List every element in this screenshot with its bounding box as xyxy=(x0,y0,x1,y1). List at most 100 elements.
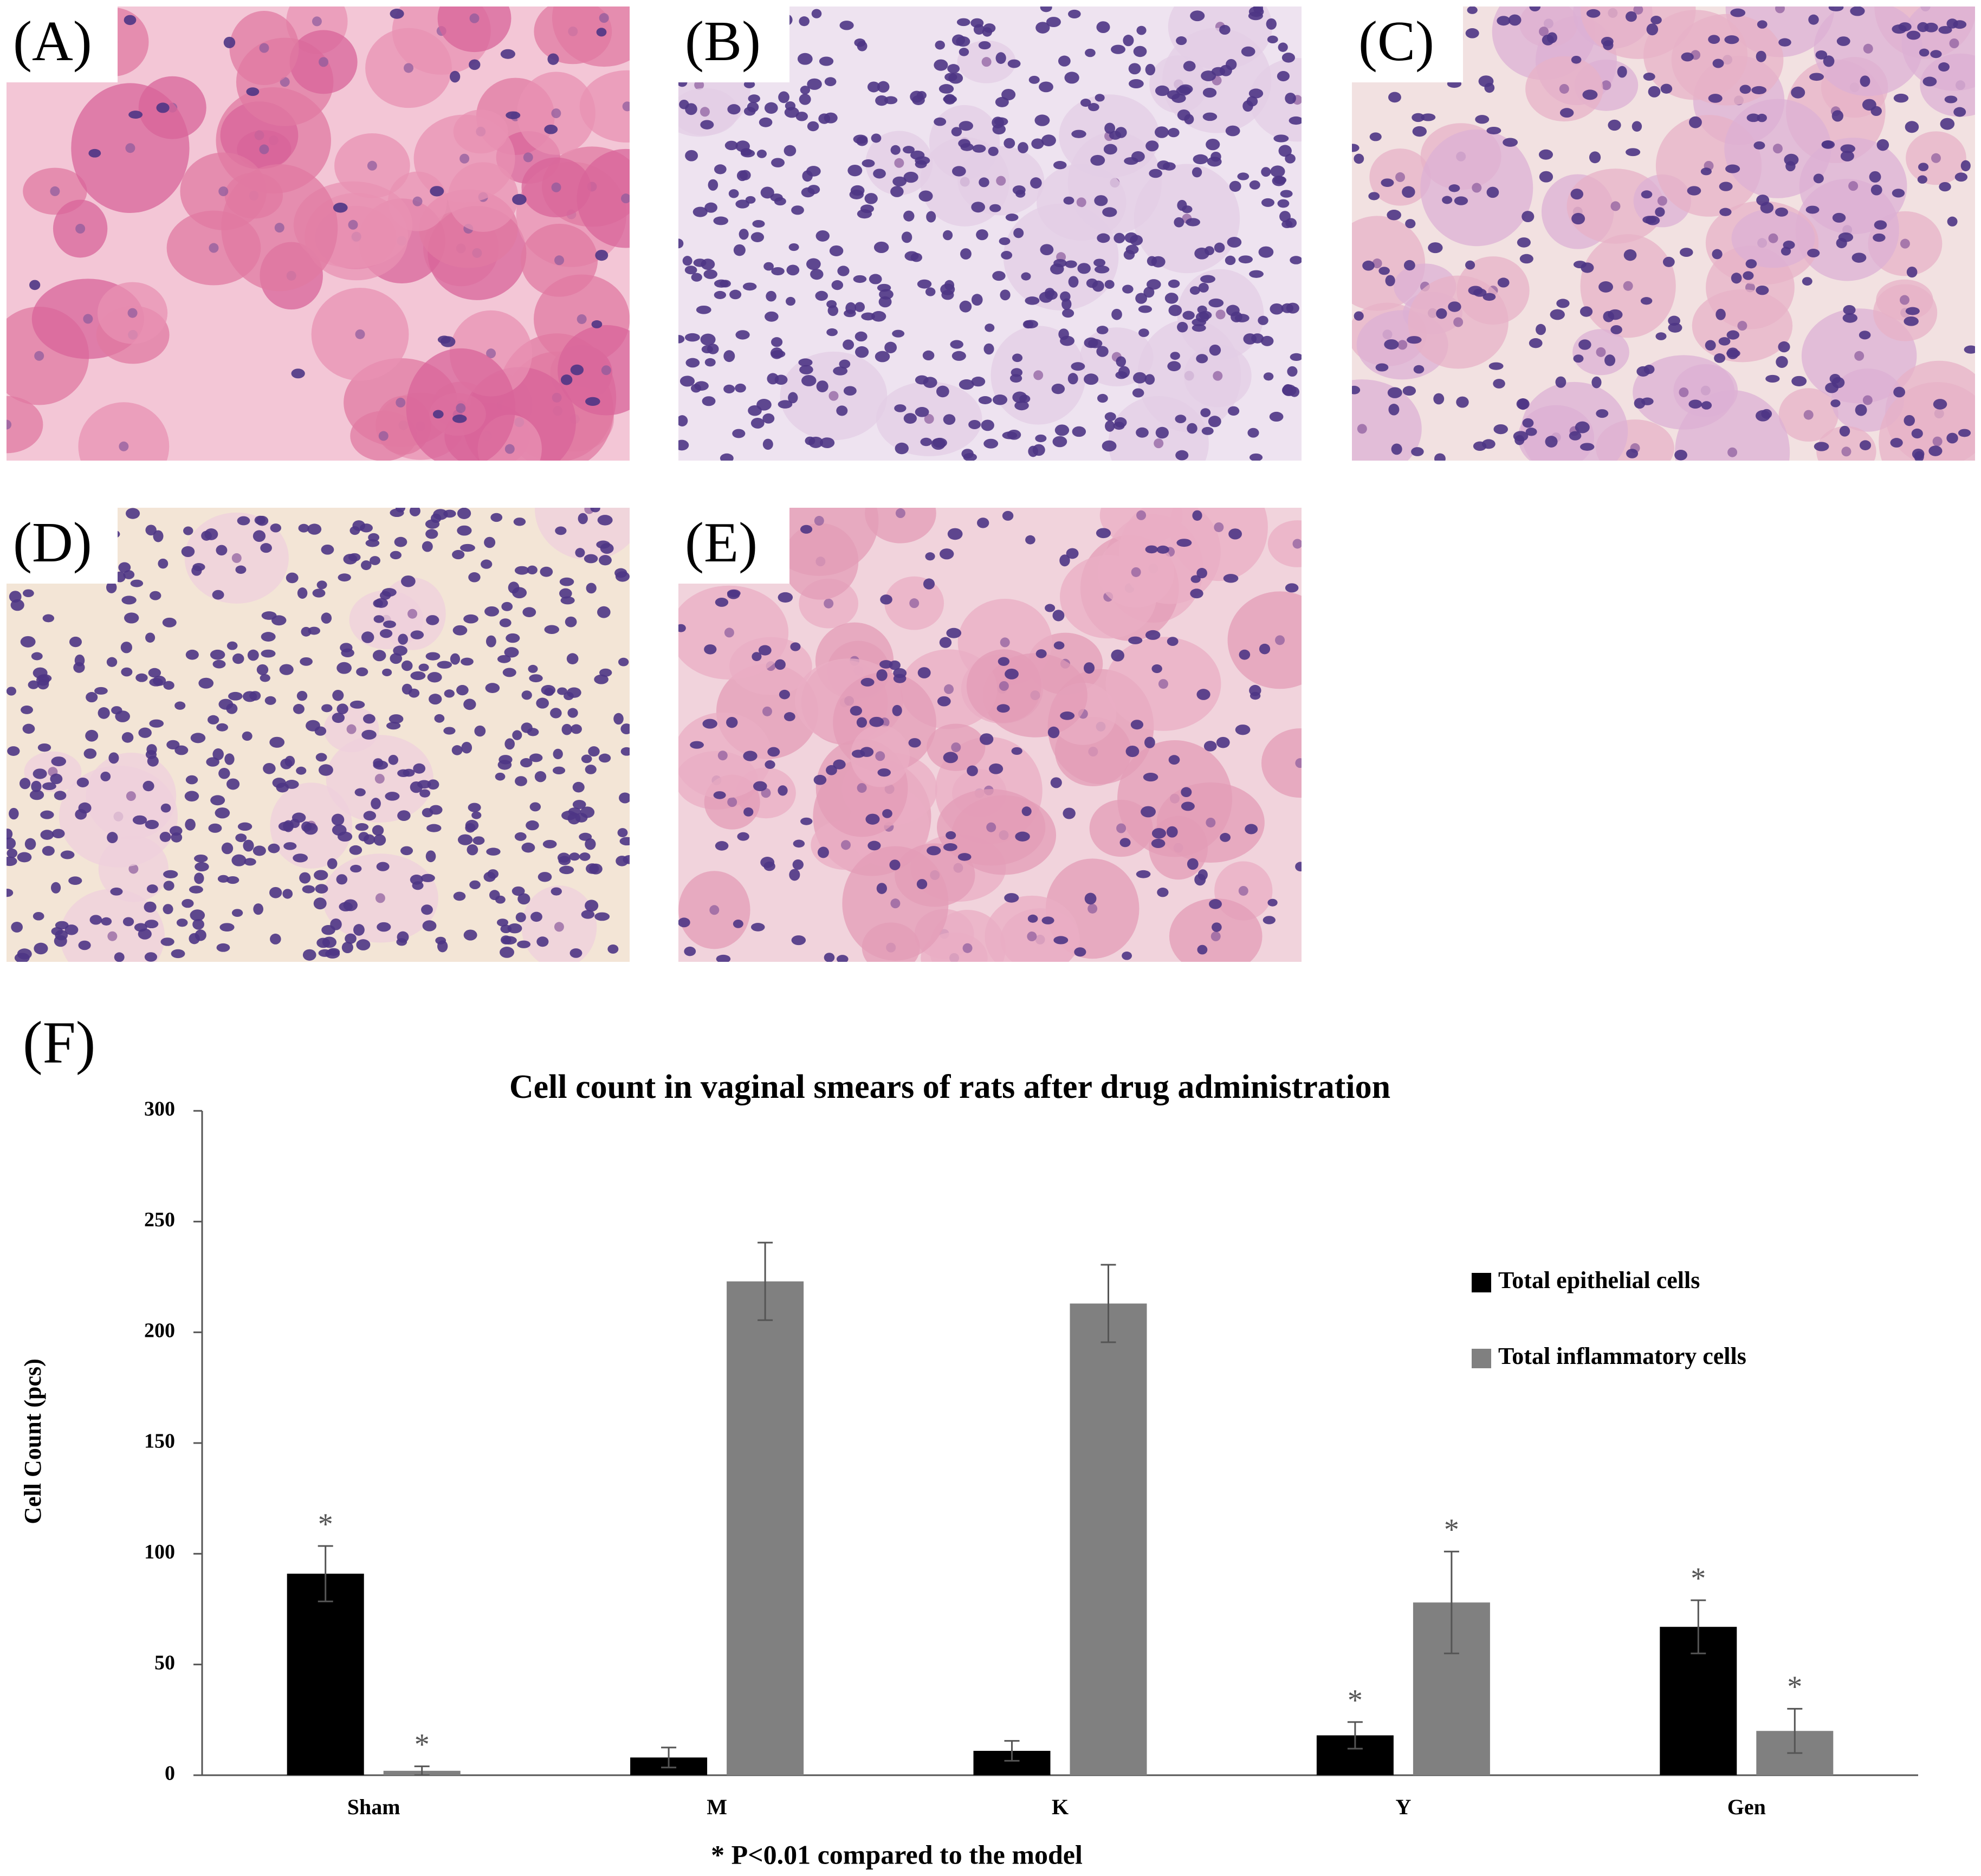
inflammatory-cell xyxy=(1586,9,1601,18)
inflammatory-cell xyxy=(263,762,276,774)
inflammatory-cell xyxy=(1198,282,1209,293)
inflammatory-cell xyxy=(843,339,854,350)
inflammatory-cell xyxy=(1187,423,1197,434)
inflammatory-cell xyxy=(1603,310,1615,322)
inflammatory-cell xyxy=(989,204,1001,212)
inflammatory-cell xyxy=(1138,328,1149,337)
inflammatory-cell xyxy=(403,768,415,777)
inflammatory-cell xyxy=(521,842,535,853)
inflammatory-cell xyxy=(819,437,835,448)
inflammatory-cell xyxy=(529,753,543,762)
nucleus xyxy=(840,840,851,850)
inflammatory-cell xyxy=(247,649,259,661)
inflammatory-cell xyxy=(597,606,611,618)
inflammatory-cell xyxy=(1220,833,1231,842)
inflammatory-cell xyxy=(1580,443,1595,451)
inflammatory-cell xyxy=(536,697,549,709)
inflammatory-cell xyxy=(1104,412,1116,422)
inflammatory-cell xyxy=(1193,154,1208,165)
inflammatory-cell xyxy=(293,704,305,714)
inflammatory-cell xyxy=(831,280,844,290)
inflammatory-cell xyxy=(1190,588,1203,599)
nucleus xyxy=(1601,80,1611,90)
inflammatory-cell xyxy=(854,331,868,342)
inflammatory-cell xyxy=(1850,7,1865,16)
inflammatory-cell xyxy=(774,374,788,385)
inflammatory-cell xyxy=(1039,81,1053,93)
inflammatory-cell xyxy=(291,368,305,379)
inflammatory-cell xyxy=(1015,190,1026,198)
nucleus xyxy=(259,43,269,53)
inflammatory-cell xyxy=(778,91,789,103)
inflammatory-cell xyxy=(363,834,376,845)
inflammatory-cell xyxy=(701,345,713,354)
inflammatory-cell xyxy=(1225,255,1236,266)
inflammatory-cell xyxy=(728,189,739,198)
inflammatory-cell xyxy=(1725,164,1740,173)
inflammatory-cell xyxy=(1486,126,1501,134)
inflammatory-cell xyxy=(715,841,729,851)
inflammatory-cell xyxy=(150,591,161,600)
inflammatory-cell xyxy=(817,846,829,858)
inflammatory-cell xyxy=(811,9,822,18)
inflammatory-cell xyxy=(1149,169,1162,178)
y-tick-label: 250 xyxy=(144,1208,175,1231)
inflammatory-cell xyxy=(1700,167,1712,176)
inflammatory-cell xyxy=(1402,386,1416,396)
inflammatory-cell xyxy=(910,90,924,103)
inflammatory-cell xyxy=(943,752,959,764)
inflammatory-cell xyxy=(434,714,445,723)
inflammatory-cell xyxy=(795,112,808,121)
inflammatory-cell xyxy=(1270,165,1285,178)
inflammatory-cell xyxy=(1832,212,1846,223)
significance-marker: * xyxy=(1444,1513,1459,1547)
nucleus xyxy=(981,57,992,67)
nucleus xyxy=(1395,172,1406,182)
inflammatory-cell xyxy=(784,145,797,157)
inflammatory-cell xyxy=(432,410,444,419)
inflammatory-cell xyxy=(720,280,731,288)
inflammatory-cell xyxy=(1040,7,1052,12)
inflammatory-cell xyxy=(256,664,269,675)
inflammatory-cell xyxy=(1239,649,1251,660)
inflammatory-cell xyxy=(1287,366,1298,377)
inflammatory-cell xyxy=(372,825,384,836)
inflammatory-cell xyxy=(106,657,118,667)
inflammatory-cell xyxy=(163,870,178,878)
nucleus xyxy=(259,144,269,154)
inflammatory-cell xyxy=(979,733,994,745)
nucleus xyxy=(1027,931,1037,942)
nucleus xyxy=(75,224,86,234)
inflammatory-cell xyxy=(1263,372,1274,381)
nucleus xyxy=(1610,201,1621,211)
epithelial-cell xyxy=(577,148,630,248)
inflammatory-cell xyxy=(1208,298,1224,308)
inflammatory-cell xyxy=(363,811,377,821)
inflammatory-cell xyxy=(253,530,266,542)
inflammatory-cell xyxy=(382,668,392,676)
inflammatory-cell xyxy=(7,687,16,696)
inflammatory-cell xyxy=(1503,138,1518,147)
inflammatory-cell xyxy=(1687,186,1701,196)
inflammatory-cell xyxy=(1157,888,1169,897)
inflammatory-cell xyxy=(996,704,1010,713)
nucleus xyxy=(523,152,533,163)
inflammatory-cell xyxy=(1212,922,1222,932)
inflammatory-cell xyxy=(1944,95,1958,103)
inflammatory-cell xyxy=(354,788,366,797)
inflammatory-cell xyxy=(1136,25,1147,35)
inflammatory-cell xyxy=(1387,209,1401,221)
inflammatory-cell xyxy=(751,923,765,931)
inflammatory-cell xyxy=(1708,35,1720,44)
inflammatory-cell xyxy=(269,736,285,748)
nucleus xyxy=(622,101,630,112)
inflammatory-cell xyxy=(1068,276,1079,288)
inflammatory-cell xyxy=(460,544,475,552)
inflammatory-cell xyxy=(1536,324,1546,335)
inflammatory-cell xyxy=(379,629,393,638)
inflammatory-cell xyxy=(471,811,482,819)
inflammatory-cell xyxy=(1053,936,1069,945)
inflammatory-cell xyxy=(40,830,54,840)
y-tick-label: 50 xyxy=(154,1651,175,1674)
inflammatory-cell xyxy=(1058,328,1069,340)
